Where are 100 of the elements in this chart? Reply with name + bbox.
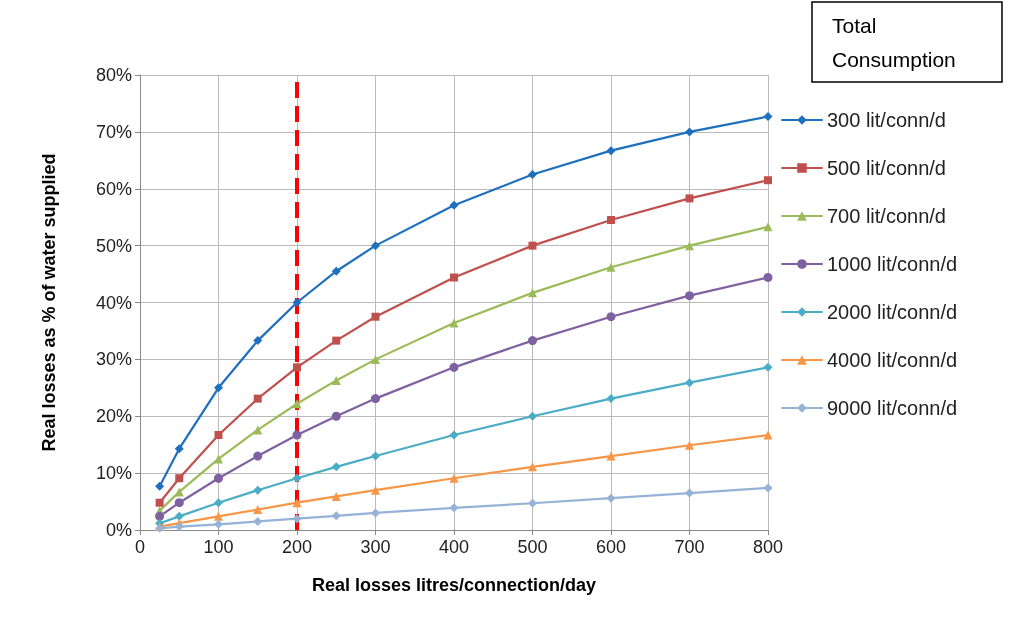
x-tick-label: 0 xyxy=(134,537,146,557)
y-tick-label: 30% xyxy=(95,349,132,370)
point xyxy=(214,383,223,393)
point xyxy=(763,222,773,232)
point xyxy=(214,431,223,440)
point xyxy=(528,411,537,421)
point xyxy=(253,505,263,515)
point xyxy=(253,394,262,403)
point xyxy=(606,146,616,156)
point xyxy=(331,375,341,385)
legend-label: 4000 lit/conn/d xyxy=(827,349,958,371)
point xyxy=(528,462,537,472)
point xyxy=(253,336,263,346)
point xyxy=(450,273,458,282)
y-tick-label: 70% xyxy=(95,121,132,142)
point xyxy=(606,493,616,503)
point xyxy=(449,473,459,483)
point xyxy=(763,112,773,122)
point xyxy=(292,430,302,440)
point xyxy=(685,378,694,388)
point xyxy=(331,462,341,472)
point xyxy=(449,362,459,372)
point xyxy=(253,485,263,495)
y-tick-label: 50% xyxy=(95,235,132,256)
point xyxy=(607,216,615,225)
x-tick-label: 800 xyxy=(752,537,784,557)
point xyxy=(174,522,184,532)
point xyxy=(292,298,302,307)
x-tick-label: 300 xyxy=(360,537,391,557)
point xyxy=(528,170,537,180)
point xyxy=(174,511,184,521)
point xyxy=(606,451,616,461)
point xyxy=(174,498,184,508)
point xyxy=(371,354,380,364)
point xyxy=(214,498,223,508)
point xyxy=(292,498,302,508)
point xyxy=(214,454,223,464)
x-tick-label: 500 xyxy=(517,537,548,557)
point xyxy=(292,514,302,524)
legend-label: 500 lit/conn/d xyxy=(827,157,946,179)
point xyxy=(528,288,537,298)
legend-label: 1000 lit/conn/d xyxy=(827,253,958,275)
point xyxy=(292,399,302,409)
point xyxy=(449,430,459,440)
point xyxy=(606,312,616,322)
legend-label: 700 lit/conn/d xyxy=(827,205,946,227)
y-tick-label: 40% xyxy=(95,292,132,313)
point xyxy=(371,451,380,461)
point xyxy=(764,176,772,185)
point xyxy=(685,241,694,251)
point xyxy=(214,511,223,521)
x-axis-title: Real losses litres/connection/day xyxy=(311,575,597,595)
point xyxy=(332,336,341,345)
point xyxy=(253,516,263,526)
point xyxy=(292,473,302,483)
point xyxy=(763,483,773,493)
point xyxy=(685,291,694,301)
point xyxy=(253,451,263,461)
x-tick-label: 700 xyxy=(674,537,705,557)
x-tick-label: 100 xyxy=(203,537,234,557)
point xyxy=(763,430,773,440)
x-tick-label: 400 xyxy=(438,537,470,557)
x-tick-label: 600 xyxy=(595,537,627,557)
point xyxy=(528,336,537,346)
point xyxy=(214,519,223,529)
x-tick-label: 200 xyxy=(281,537,313,557)
point xyxy=(763,272,773,282)
point xyxy=(214,473,223,483)
point xyxy=(449,503,459,513)
point xyxy=(685,127,694,137)
legend-label: 300 lit/conn/d xyxy=(827,109,946,131)
y-tick-label: 20% xyxy=(95,406,132,427)
legend-label: 2000 lit/conn/d xyxy=(827,301,958,323)
point xyxy=(155,511,165,521)
point xyxy=(331,411,341,421)
point xyxy=(331,491,341,501)
y-axis-title: Real losses as % of water supplied xyxy=(39,153,59,452)
point xyxy=(371,241,380,251)
y-tick-label: 80% xyxy=(95,65,132,85)
y-tick-label: 10% xyxy=(95,463,132,484)
point xyxy=(685,488,694,498)
point xyxy=(528,241,537,250)
point xyxy=(449,200,459,210)
point xyxy=(371,508,380,518)
point xyxy=(174,444,184,454)
point xyxy=(293,363,301,372)
point xyxy=(155,498,164,507)
y-tick-label: 0% xyxy=(105,520,132,540)
point xyxy=(763,362,773,372)
point xyxy=(685,440,694,450)
point xyxy=(331,266,341,276)
point xyxy=(606,262,616,272)
point xyxy=(175,474,184,483)
point xyxy=(331,511,341,521)
point xyxy=(155,481,165,491)
point xyxy=(449,318,459,328)
point xyxy=(685,194,694,203)
point xyxy=(371,394,380,404)
point xyxy=(371,485,380,495)
point xyxy=(606,394,616,404)
